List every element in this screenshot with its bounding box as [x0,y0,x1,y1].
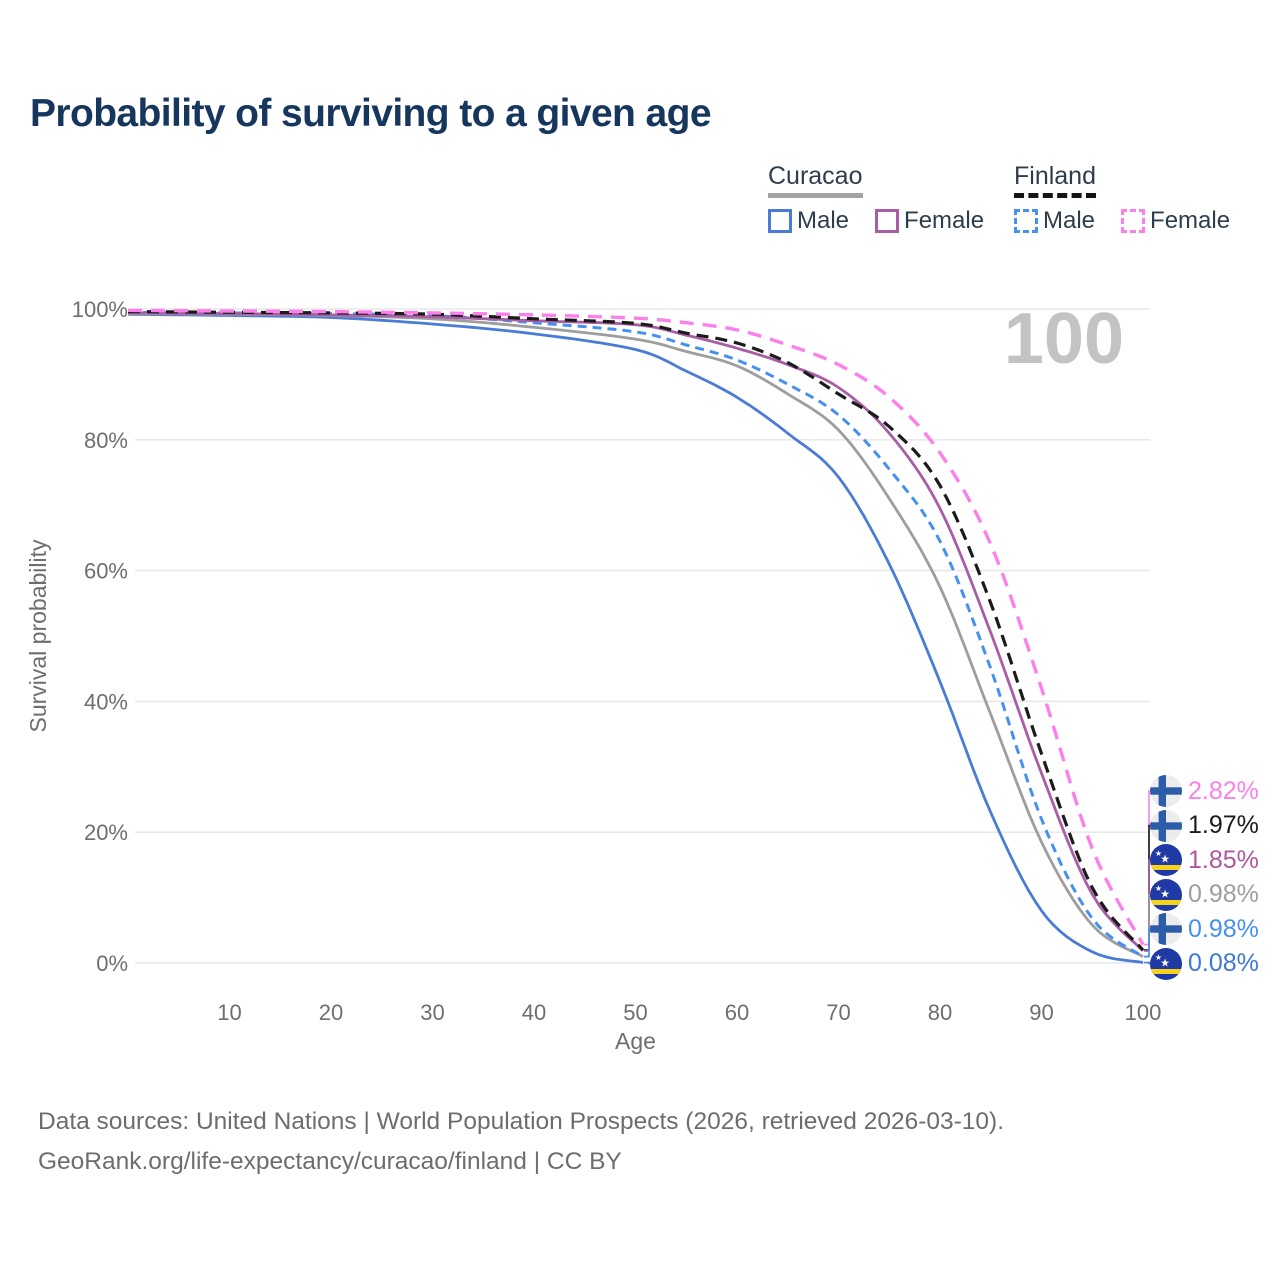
end-label-curacao-female: ★ ★ 1.85% [1150,844,1259,876]
x-tick-label: 60 [725,1000,749,1025]
legend-label: Male [1043,207,1096,234]
finland-flag-icon [1150,775,1182,807]
curacao-flag-icon: ★ ★ [1150,947,1182,980]
footer: Data sources: United Nations | World Pop… [38,1102,1004,1182]
page-title: Probability of surviving to a given age [30,92,712,135]
end-label-value: 0.08% [1188,949,1259,977]
y-tick-label: 40% [84,689,128,714]
svg-text:★: ★ [1155,953,1162,962]
legend-items-finland: Male Female [1014,207,1230,235]
series-line-curacao-male[interactable] [127,312,1144,964]
finland-female-swatch-icon [1121,209,1146,233]
finland-flag-icon [1150,913,1182,945]
hovered-age-watermark: 100 [1004,299,1124,379]
x-tick-label: 100 [1125,1000,1162,1025]
legend-item-curacao-female[interactable]: Female [875,207,984,235]
finland-male-swatch-icon [1014,209,1038,233]
series-line-finland-male[interactable] [128,310,1144,958]
end-label-value: 2.82% [1188,776,1259,805]
svg-text:★: ★ [1155,849,1162,858]
legend-label: Female [904,207,985,234]
x-axis-title: Age [615,1028,656,1054]
legend-item-finland-female[interactable]: Female [1121,207,1230,235]
x-tick-label: 40 [522,1000,546,1025]
curacao-flag-icon: ★ ★ [1150,878,1182,911]
x-tick-label: 20 [319,1000,343,1025]
data-sources-line: Data sources: United Nations | World Pop… [38,1108,1005,1135]
legend-header-finland[interactable]: Finland [1014,162,1096,198]
x-tick-label: 30 [420,1000,444,1025]
legend-items-curacao: Male Female [768,207,984,235]
end-label-value: 0.98% [1188,880,1259,908]
x-tick-label: 90 [1029,1000,1053,1025]
x-tick-label: 10 [217,1000,241,1025]
y-tick-label: 0% [96,951,128,976]
end-label-finland-all: 1.97% [1150,809,1259,842]
y-tick-label: 100% [72,297,128,322]
y-axis-title: Survival probability [25,539,51,733]
legend-item-curacao-male[interactable]: Male [768,207,849,235]
series-line-finland-female[interactable] [127,308,1145,946]
end-label-curacao-all: ★ ★ 0.98% [1150,878,1259,911]
end-label-value: 1.85% [1188,845,1259,874]
legend-header-curacao[interactable]: Curacao [768,162,863,198]
legend-label: Male [797,207,850,234]
curacao-female-swatch-icon [875,209,900,233]
curacao-male-swatch-icon [768,209,792,233]
end-label-value: 0.98% [1188,914,1259,943]
legend-label: Female [1150,207,1231,234]
svg-text:★: ★ [1155,884,1162,893]
legend-group-finland: Finland Male Female [1014,162,1230,235]
x-tick-label: 80 [928,1000,952,1025]
attribution-line: GeoRank.org/life-expectancy/curacao/finl… [38,1148,622,1175]
x-tick-label: 50 [623,1000,647,1025]
finland-flag-icon [1150,809,1182,842]
svg-text:★: ★ [1160,854,1170,866]
series-line-curacao-female[interactable] [127,311,1144,952]
end-label-finland-female: 2.82% [1150,775,1259,807]
svg-text:★: ★ [1160,957,1170,969]
legend-item-finland-male[interactable]: Male [1014,207,1095,235]
end-label-curacao-male: ★ ★ 0.08% [1150,947,1259,980]
end-label-value: 1.97% [1188,811,1259,839]
svg-text:★: ★ [1160,888,1170,900]
legend-group-curacao: Curacao Male Female [768,162,984,235]
x-tick-label: 70 [826,1000,850,1025]
y-tick-label: 20% [84,820,128,845]
end-label-finland-male: 0.98% [1150,913,1259,945]
curacao-flag-icon: ★ ★ [1150,844,1182,876]
y-tick-label: 60% [84,559,128,584]
y-tick-label: 80% [84,428,128,453]
